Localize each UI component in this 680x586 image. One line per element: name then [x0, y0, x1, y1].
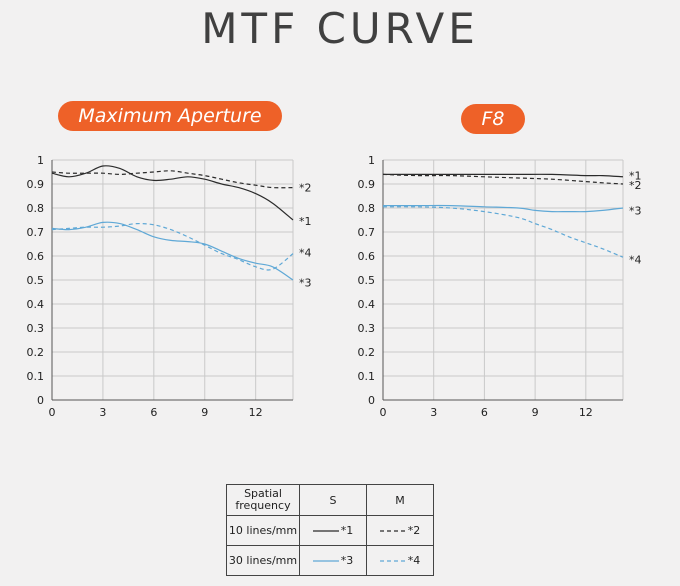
- page-title: MTF CURVE: [201, 4, 479, 53]
- y-tick-label: 0.3: [358, 322, 376, 335]
- legend-sample-m: *2: [366, 515, 434, 546]
- x-tick-label: 6: [150, 406, 157, 419]
- y-tick-label: 0: [368, 394, 375, 407]
- curve-end-label: *4: [629, 254, 642, 267]
- legend-sample-label: *3: [340, 554, 354, 568]
- y-tick-label: 0.4: [27, 298, 45, 311]
- x-tick-label: 9: [201, 406, 208, 419]
- legend-sample-label: *2: [407, 524, 421, 538]
- y-tick-label: 0.6: [358, 250, 376, 263]
- y-tick-label: 0.3: [27, 322, 45, 335]
- x-tick-label: 12: [249, 406, 263, 419]
- legend-sample-s: *1: [299, 515, 367, 546]
- legend-table: Spatial frequency S M 10 lines/mm *1 *2 …: [226, 484, 434, 576]
- series-line-curve1: [51, 165, 294, 221]
- series-line-curve2: [382, 173, 624, 185]
- y-tick-label: 0.9: [358, 178, 376, 191]
- y-tick-label: 0.8: [358, 202, 376, 215]
- y-tick-label: 0.9: [27, 178, 45, 191]
- y-tick-label: 1: [368, 154, 375, 167]
- x-tick-label: 3: [99, 406, 106, 419]
- y-tick-label: 0.1: [27, 370, 45, 383]
- y-tick-label: 0.8: [27, 202, 45, 215]
- y-tick-label: 0.7: [358, 226, 376, 239]
- chart-title-f8: F8: [461, 104, 525, 134]
- legend-header-line2: frequency: [235, 499, 291, 512]
- y-tick-label: 0.5: [358, 274, 376, 287]
- series-line-curve4: [51, 222, 294, 271]
- series-line-curve2: [51, 170, 294, 189]
- chart-title-max-aperture: Maximum Aperture: [58, 101, 282, 131]
- y-tick-label: 0.1: [358, 370, 376, 383]
- curve-end-label: *3: [299, 276, 312, 289]
- series-line-curve4: [382, 206, 624, 258]
- x-tick-label: 0: [49, 406, 56, 419]
- y-tick-label: 0.2: [358, 346, 376, 359]
- x-tick-label: 9: [532, 406, 539, 419]
- y-tick-label: 0.4: [358, 298, 376, 311]
- legend-header-line1: Spatial: [244, 487, 282, 500]
- legend-sample-m: *4: [366, 545, 434, 576]
- x-tick-label: 3: [430, 406, 437, 419]
- legend-row-label: 10 lines/mm: [226, 515, 300, 546]
- legend-header-frequency: Spatial frequency: [226, 484, 300, 516]
- legend-sample-label: *4: [407, 554, 421, 568]
- series-line-curve3: [51, 221, 294, 281]
- curve-end-label: *3: [629, 204, 642, 217]
- y-tick-label: 0: [37, 394, 44, 407]
- x-tick-label: 6: [481, 406, 488, 419]
- x-tick-label: 0: [380, 406, 387, 419]
- curve-end-label: *4: [299, 246, 312, 259]
- y-tick-label: 0.2: [27, 346, 45, 359]
- legend-row-label: 30 lines/mm: [226, 545, 300, 576]
- series-line-curve1: [382, 173, 624, 178]
- x-tick-label: 12: [579, 406, 593, 419]
- curve-end-label: *1: [629, 170, 642, 183]
- y-tick-label: 0.5: [27, 274, 45, 287]
- legend-header-s: S: [299, 484, 367, 516]
- curve-end-label: *2: [299, 182, 312, 195]
- legend-sample-s: *3: [299, 545, 367, 576]
- y-tick-label: 1: [37, 154, 44, 167]
- curve-end-label: *1: [299, 215, 312, 228]
- legend-header-m: M: [366, 484, 434, 516]
- legend-sample-label: *1: [340, 524, 354, 538]
- series-line-curve3: [383, 204, 624, 213]
- y-tick-label: 0.7: [27, 226, 45, 239]
- y-tick-label: 0.6: [27, 250, 45, 263]
- curve-end-label: *2: [629, 179, 642, 192]
